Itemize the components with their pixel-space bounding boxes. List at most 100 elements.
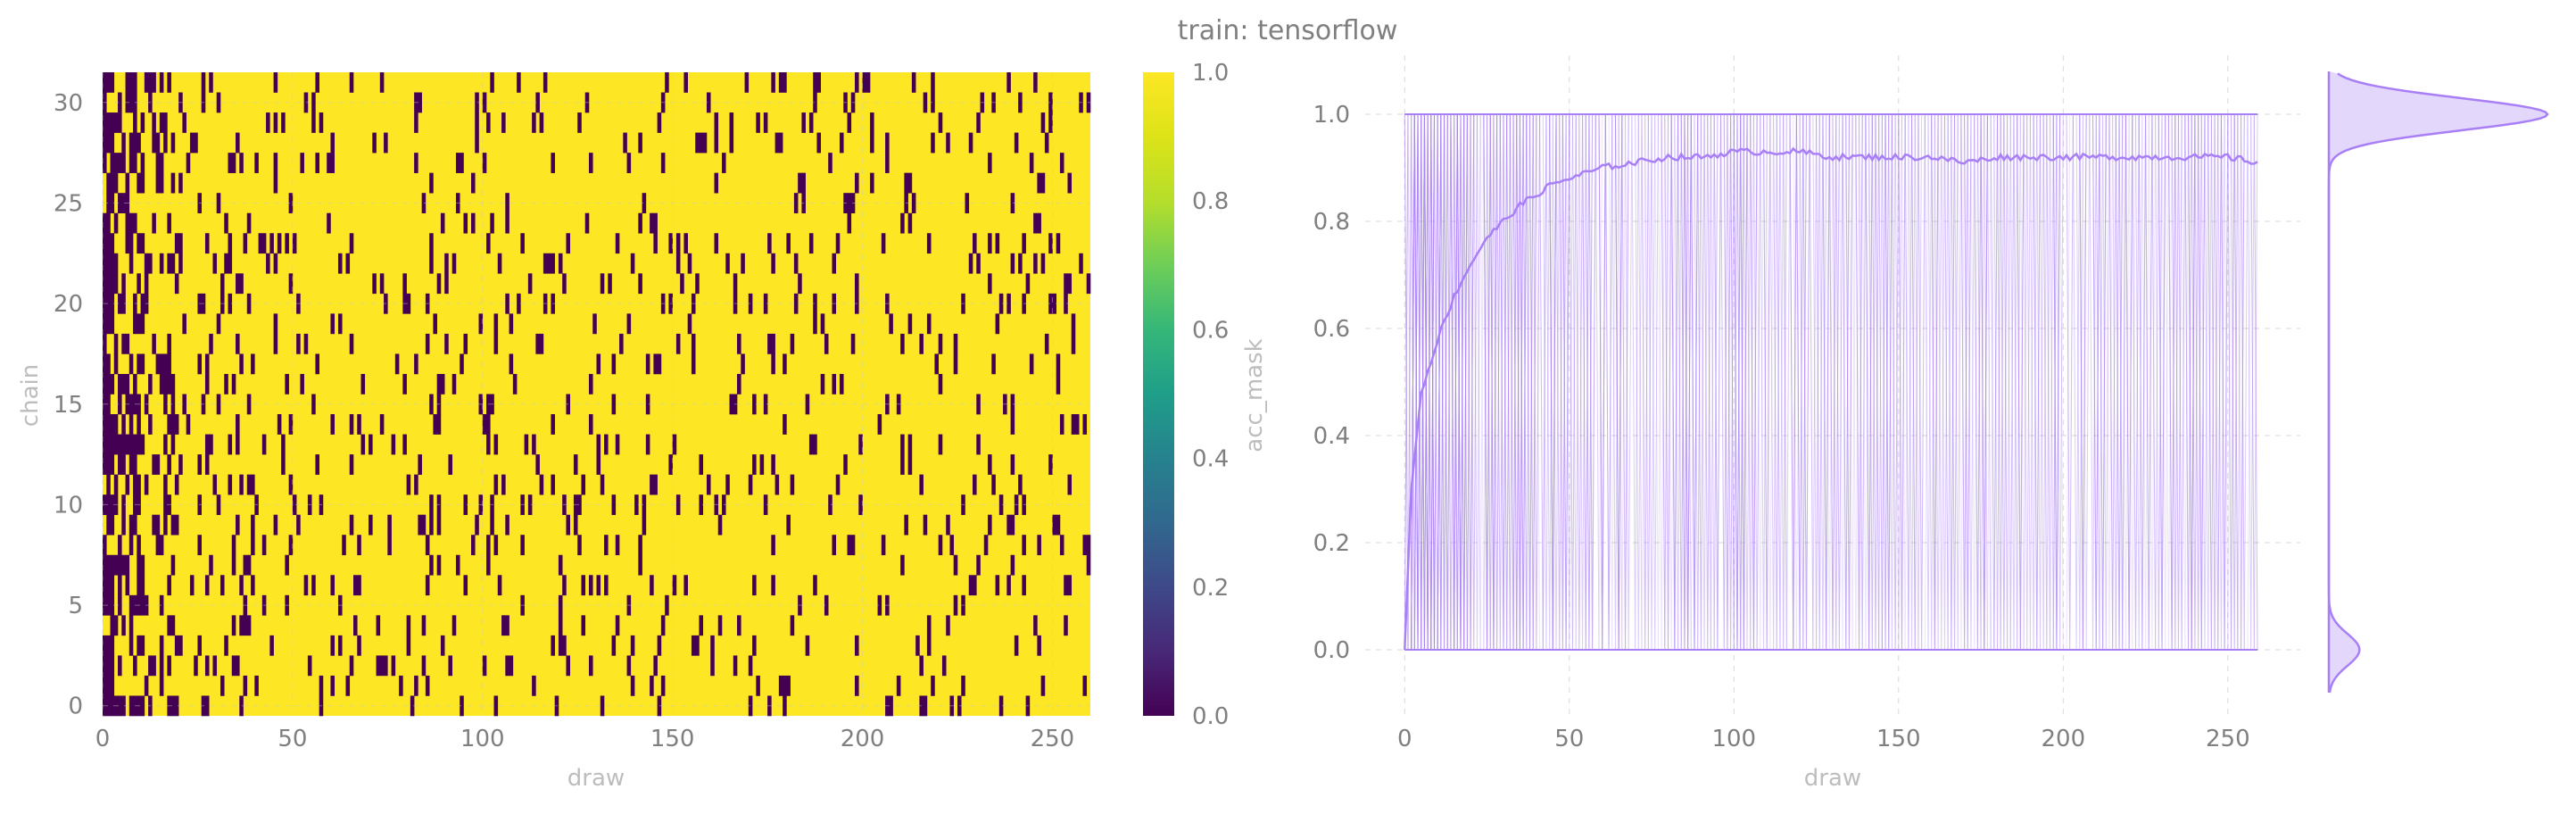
heatmap-cell-rejected (1010, 454, 1015, 475)
heatmap-cell-rejected (1010, 554, 1015, 576)
heatmap-cell-rejected (604, 575, 609, 596)
heatmap-cell-rejected (170, 394, 176, 415)
heatmap-cell-rejected (991, 92, 996, 113)
heatmap-cell-rejected (273, 514, 278, 536)
heatmap-cell-rejected (319, 494, 324, 515)
heatmap-cell-rejected (660, 675, 666, 696)
heatmap-cell-rejected (163, 514, 168, 536)
heatmap-cell-rejected (638, 535, 642, 556)
trace-x-tick-label: 0 (1397, 726, 1412, 752)
heatmap-cell-rejected (573, 494, 582, 515)
heatmap-cell-rejected (281, 454, 286, 475)
heatmap-cell-rejected (436, 273, 442, 295)
heatmap-cell-rejected (482, 153, 487, 173)
heatmap-cell-rejected (1010, 193, 1015, 214)
heatmap-cell-rejected (938, 434, 943, 455)
heatmap-cell-rejected (973, 474, 977, 495)
heatmap-cell-rejected (204, 655, 210, 677)
heatmap-cell-rejected (752, 454, 757, 475)
heatmap-cell-rejected (748, 293, 753, 314)
heatmap-cell-rejected (113, 333, 119, 354)
heatmap-cell-rejected (870, 112, 874, 133)
heatmap-cell-rejected (204, 454, 210, 475)
heatmap-cell-rejected (885, 394, 890, 415)
heatmap-cell-rejected (961, 594, 965, 616)
heatmap-cell-rejected (391, 655, 396, 677)
heatmap-cell-rejected (611, 635, 617, 656)
heatmap-cell-rejected (152, 333, 156, 354)
heatmap-cell-rejected (630, 675, 635, 696)
heatmap-cell-rejected (1029, 353, 1034, 375)
heatmap-cell-rejected (163, 474, 168, 495)
heatmap-cell-rejected (103, 434, 145, 455)
heatmap-cell-rejected (349, 333, 354, 354)
heatmap-cell-rejected (144, 675, 149, 696)
heatmap-cell-rejected (311, 394, 316, 415)
heatmap-cell-rejected (103, 72, 115, 93)
heatmap-cell-rejected (1082, 675, 1088, 696)
heatmap-cell-rejected (843, 193, 856, 214)
heatmap-cell-rejected (1044, 333, 1049, 354)
heatmap-cell-rejected (941, 655, 947, 677)
heatmap-cell-rejected (793, 193, 799, 214)
heatmap-cell-rejected (372, 132, 377, 154)
heatmap-cell-rejected (923, 514, 928, 536)
heatmap-cell-rejected (113, 353, 119, 375)
heatmap-cell-rejected (911, 193, 916, 214)
heatmap-cell-rejected (103, 92, 107, 113)
heatmap-cell-rejected (798, 594, 802, 616)
heatmap-cell-rejected (349, 72, 354, 93)
heatmap-cell-rejected (907, 313, 913, 335)
heatmap-cell-rejected (128, 594, 149, 616)
heatmap-cell-rejected (988, 273, 992, 295)
heatmap-cell-rejected (699, 494, 704, 515)
heatmap-cell-rejected (155, 153, 164, 173)
heatmap-cell-rejected (125, 474, 130, 495)
heatmap-cell-rejected (315, 353, 319, 375)
heatmap-cell-rejected (113, 212, 119, 234)
heatmap-cell-rejected (296, 333, 301, 354)
heatmap-cell-rejected (103, 273, 119, 295)
heatmap-cell-rejected (505, 193, 509, 214)
heatmap-cell-rejected (345, 675, 351, 696)
heatmap-cell-rejected (273, 112, 278, 133)
heatmap-cell-rejected (209, 554, 213, 576)
heatmap-cell-rejected (539, 474, 544, 495)
heatmap-cell-rejected (167, 72, 171, 93)
heatmap-cell-rejected (113, 474, 119, 495)
heatmap-cell-rejected (337, 313, 343, 335)
trace-x-axis-label: draw (1804, 765, 1861, 792)
heatmap-cell-rejected (968, 575, 977, 596)
heatmap-cell-rejected (1067, 474, 1073, 495)
heatmap-cell-rejected (201, 695, 210, 717)
heatmap-cell-rejected (296, 293, 301, 314)
heatmap-cell-rejected (137, 414, 141, 435)
heatmap-y-tick-label: 0 (68, 694, 83, 720)
heatmap-panel: 0 50 100 150 200 250 0 5 10 15 20 25 30 draw chain (17, 72, 1091, 792)
heatmap-cell-rejected (133, 655, 137, 677)
heatmap-cell-rejected (1067, 172, 1073, 194)
heatmap-cell-rejected (1048, 233, 1053, 254)
heatmap-cell-rejected (137, 353, 145, 375)
heatmap-cell-rejected (691, 333, 696, 354)
heatmap-cell-rejected (991, 474, 996, 495)
heatmap-cell-rejected (562, 575, 567, 596)
heatmap-cell-rejected (1033, 212, 1041, 234)
heatmap-cell-rejected (406, 635, 411, 656)
heatmap-cell-rejected (482, 414, 491, 435)
heatmap-cell-rejected (315, 454, 319, 475)
heatmap-cell-rejected (201, 72, 206, 93)
heatmap-cell-rejected (1082, 535, 1091, 556)
heatmap-cell-rejected (254, 675, 259, 696)
heatmap-cell-rejected (167, 615, 176, 636)
heatmap-cell-rejected (687, 313, 692, 335)
heatmap-cell-rejected (288, 414, 294, 435)
heatmap-cell-rejected (1059, 153, 1064, 173)
heatmap-cell-rejected (425, 333, 430, 354)
heatmap-cell-rejected (170, 132, 176, 154)
heatmap-cell-rejected (630, 253, 635, 274)
colorbar-tick-label: 0.4 (1192, 446, 1229, 473)
heatmap-cell-rejected (877, 414, 882, 435)
colorbar-label: acc_mask (1241, 338, 1268, 452)
